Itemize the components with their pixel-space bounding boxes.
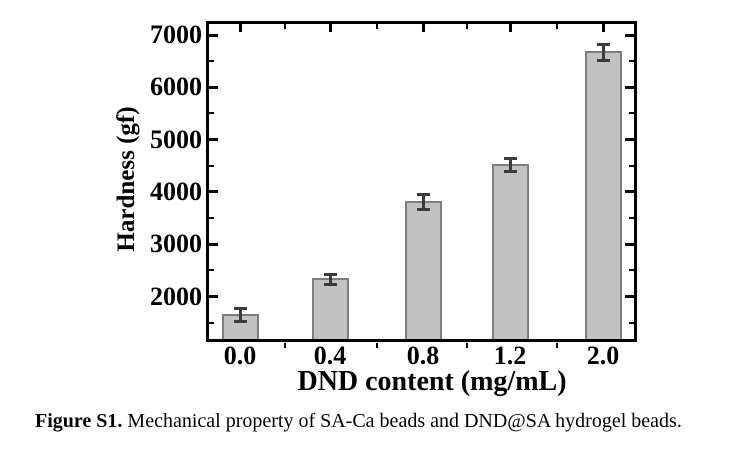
bar <box>404 200 442 339</box>
error-bar-line <box>421 192 425 212</box>
caption-body: Mechanical property of SA-Ca beads and D… <box>122 410 682 432</box>
error-bar-cap-top <box>596 42 610 46</box>
y-tick-label: 5000 <box>150 124 202 154</box>
y-axis-minor-tick <box>209 164 214 167</box>
error-bar-cap-top <box>503 157 517 161</box>
y-axis-minor-tick-right <box>629 164 634 167</box>
y-axis-major-tick <box>209 242 218 246</box>
y-axis-minor-tick <box>209 60 214 63</box>
y-axis-minor-tick-right <box>629 112 634 115</box>
error-bar-cap-top <box>233 307 247 311</box>
x-axis-top-tick <box>328 24 332 32</box>
y-axis-major-tick-right <box>625 85 634 89</box>
x-axis-top-tick <box>508 24 512 32</box>
x-tick-label: 0.8 <box>406 341 440 370</box>
x-axis-top-minor-tick <box>375 24 378 29</box>
y-axis-major-tick-right <box>625 33 634 37</box>
error-bar-cap-bottom <box>596 58 610 62</box>
y-axis-major-tick-right <box>625 295 634 299</box>
error-bar-cap-top <box>323 272 337 276</box>
x-axis-top-tick <box>238 24 242 32</box>
x-tick-label: 1.2 <box>493 341 527 370</box>
y-axis-minor-tick-right <box>629 60 634 63</box>
y-tick-label: 6000 <box>150 72 202 102</box>
error-bar-line <box>508 157 512 174</box>
x-axis-bottom-minor-tick <box>375 342 378 348</box>
y-axis-major-tick <box>209 138 218 142</box>
x-axis-bottom-minor-tick <box>555 342 558 348</box>
x-axis-top-minor-tick <box>555 24 558 29</box>
y-axis-minor-tick <box>209 217 214 220</box>
error-bar-cap-bottom <box>323 283 337 286</box>
error-bar-cap-bottom <box>503 170 517 174</box>
y-axis-minor-tick <box>209 321 214 324</box>
y-tick-label: 2000 <box>150 281 202 311</box>
x-axis-bottom-minor-tick <box>465 342 468 348</box>
y-tick-label: 7000 <box>150 20 202 50</box>
error-bar-line <box>328 272 332 286</box>
y-tick-label: 4000 <box>150 176 202 206</box>
caption-figure-label: Figure S1. <box>35 410 123 432</box>
x-tick-label: 0.4 <box>313 341 347 370</box>
y-axis-title: Hardness (gf) <box>113 106 140 252</box>
y-axis-minor-tick <box>209 269 214 272</box>
error-bar-cap-top <box>416 192 430 196</box>
x-axis-bottom-minor-tick <box>284 342 286 348</box>
y-axis-minor-tick <box>209 112 214 115</box>
error-bar-line <box>238 307 242 323</box>
bar <box>311 278 349 339</box>
figure-caption: Figure S1. Mechanical property of SA-Ca … <box>35 410 682 433</box>
x-tick-label: 2.0 <box>586 341 620 370</box>
x-axis-title: DND content (mg/mL) <box>297 366 567 397</box>
y-axis-major-tick <box>209 190 218 194</box>
x-axis-top-minor-tick <box>465 24 468 29</box>
y-axis-minor-tick-right <box>629 217 634 220</box>
y-axis-minor-tick-right <box>629 321 634 324</box>
bar <box>584 51 622 339</box>
error-bar-cap-bottom <box>416 208 430 212</box>
plot-area <box>206 21 637 342</box>
y-axis-major-tick-right <box>625 242 634 246</box>
y-axis-major-tick-right <box>625 190 634 194</box>
y-axis-minor-tick-right <box>629 269 634 272</box>
y-axis-major-tick <box>209 295 218 299</box>
x-tick-label: 0.0 <box>223 341 257 370</box>
y-tick-label: 3000 <box>150 229 202 259</box>
error-bar-cap-bottom <box>233 319 247 323</box>
x-axis-top-tick <box>421 24 425 32</box>
x-axis-top-minor-tick <box>284 24 286 29</box>
bar <box>491 164 529 339</box>
y-axis-major-tick <box>209 85 218 89</box>
y-axis-major-tick-right <box>625 138 634 142</box>
x-axis-top-tick <box>601 24 605 32</box>
error-bar-line <box>601 42 605 62</box>
y-axis-major-tick <box>209 33 218 37</box>
